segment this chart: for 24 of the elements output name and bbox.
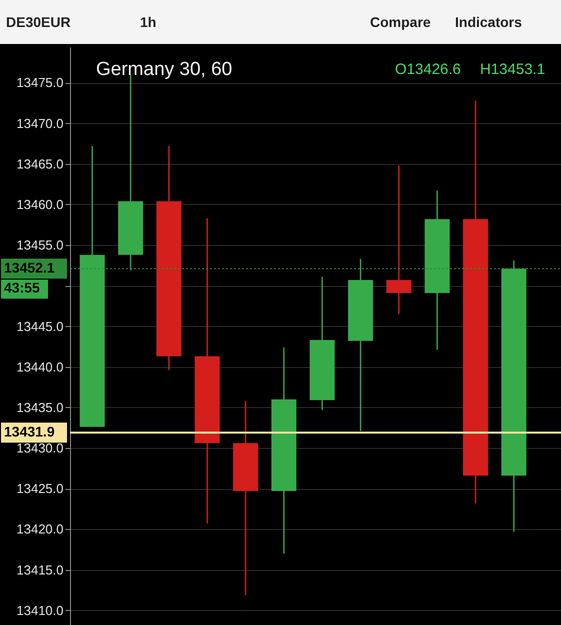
annotation: O13426.6 bbox=[395, 61, 461, 78]
y-tick-label: 13470.0 bbox=[16, 116, 64, 131]
y-tick-label: 13455.0 bbox=[16, 238, 64, 253]
y-tick-label: 13440.0 bbox=[16, 359, 64, 374]
y-tick-label: 13425.0 bbox=[16, 481, 64, 496]
y-tick-label: 13435.0 bbox=[16, 400, 64, 415]
y-tick-label: 13445.0 bbox=[16, 318, 64, 334]
text: Germany 30, 60 bbox=[96, 59, 232, 80]
y-tick-label: 13415.0 bbox=[16, 562, 64, 578]
annotation: H13453.1 bbox=[480, 61, 546, 78]
ref-line-label: 13431.9 bbox=[4, 424, 55, 440]
ref-line-label: 13452.1 bbox=[4, 260, 55, 276]
text: 1h bbox=[140, 14, 156, 30]
y-tick-label: 13475.0 bbox=[16, 75, 64, 90]
text: DE30EUR bbox=[6, 14, 71, 30]
y-tick-label: 13465.0 bbox=[16, 156, 64, 172]
y-tick-label: 13420.0 bbox=[16, 522, 64, 537]
text: Indicators bbox=[455, 14, 522, 30]
y-tick-label: 13430.0 bbox=[16, 440, 64, 456]
y-tick-label: 13410.0 bbox=[16, 602, 64, 618]
candlestick bbox=[386, 164, 412, 315]
text: 43:55 bbox=[4, 280, 40, 296]
y-tick-label: 13460.0 bbox=[16, 196, 64, 212]
text: Compare bbox=[370, 14, 431, 30]
